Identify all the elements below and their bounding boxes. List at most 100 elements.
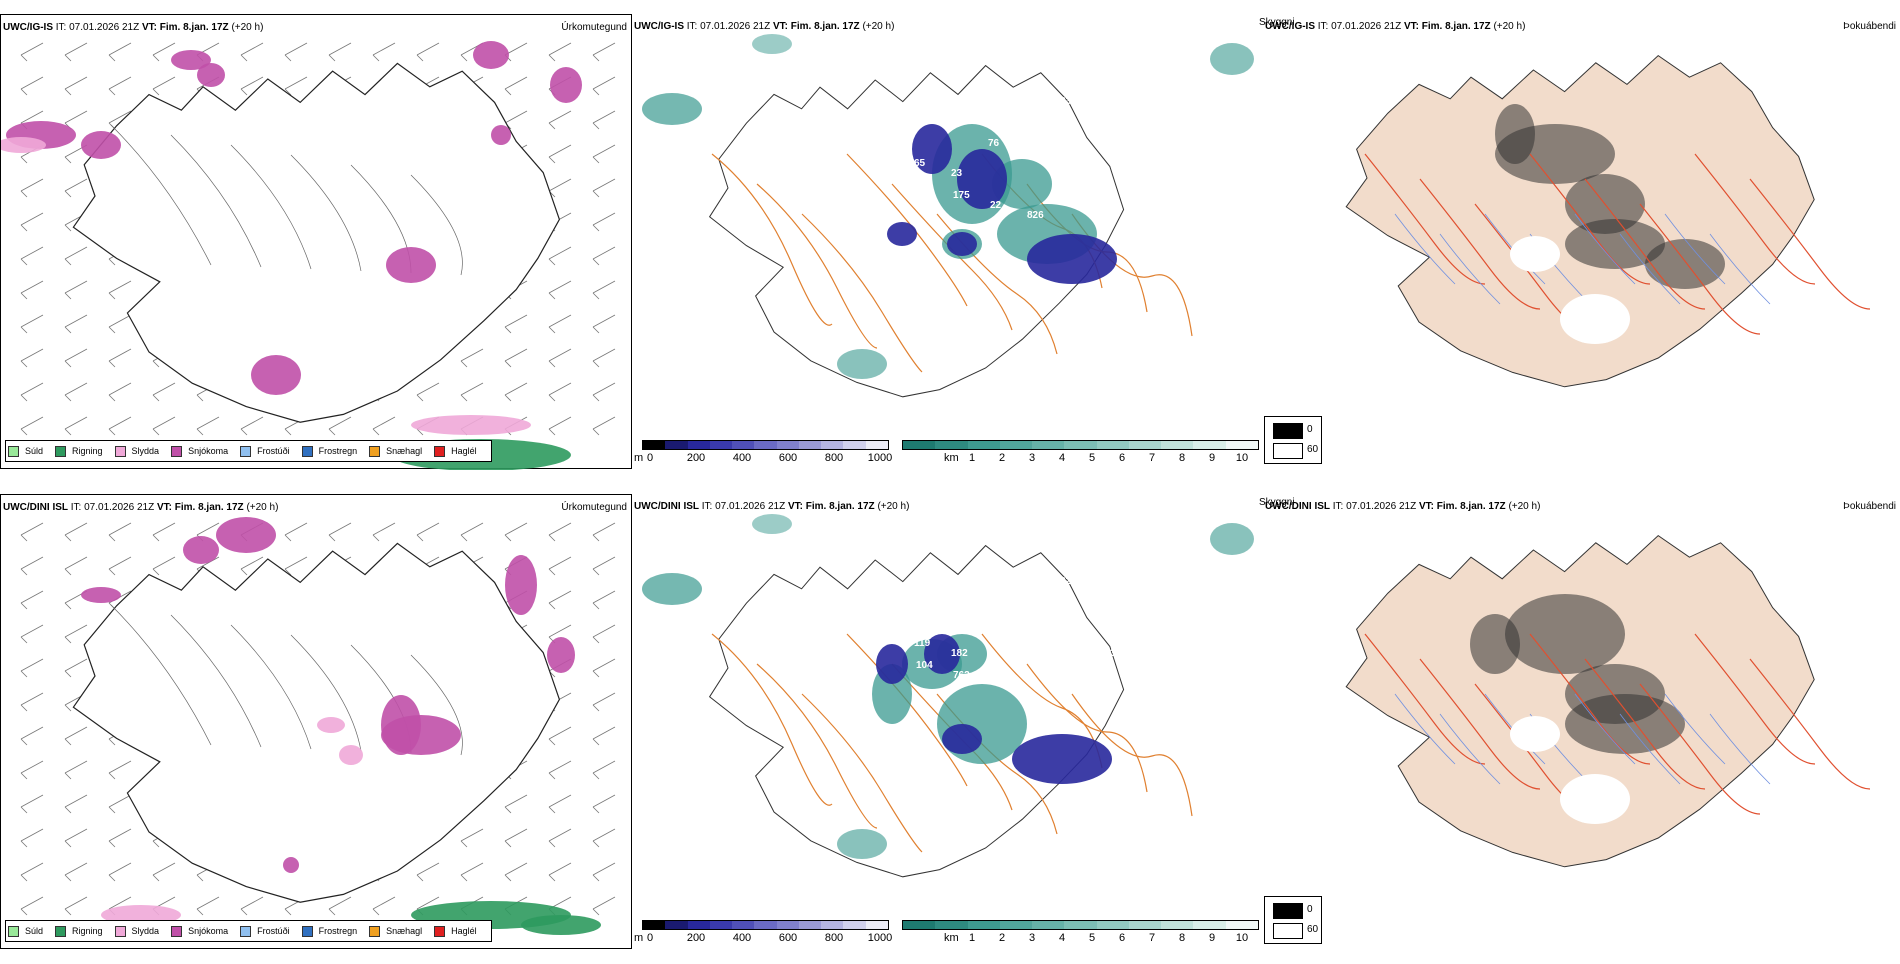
wind-barb [20,382,44,402]
km-scale-cell [1161,921,1194,929]
glacier-area [1560,294,1630,344]
legend-swatch [301,445,313,457]
km-scale-cell [1161,441,1194,449]
legend-item: Haglél [434,445,477,457]
wind-barb [108,314,132,334]
wind-barb [592,760,616,780]
wind-barb [240,556,264,576]
wind-barb [592,314,616,334]
fog-label: 60 [1307,444,1319,455]
wind-barb [108,794,132,814]
km-tick: 6 [1118,452,1126,464]
river-line [1709,713,1771,785]
wind-barb [328,522,352,542]
visibility-value-label: 79 [949,106,961,117]
wind-barb [548,522,572,542]
precip-legend: Súld Rigning Slydda Snjókoma Frostúði Frostre… [5,440,492,462]
height-tick: 600 [778,452,798,464]
wind-barb [284,42,308,62]
km-tick: 1 [968,932,976,944]
km-scale-strip [902,440,1259,450]
legend-swatch [8,925,19,937]
river-line [1394,693,1456,765]
vt-value: Fim. 8.jan. 17Z [790,21,860,32]
height-scale-cell [821,441,844,449]
road-line [1639,203,1761,335]
cloud-swatch-dark [1273,423,1303,439]
wind-barb [372,896,396,916]
panel-header: UWC/IG-IS IT: 07.01.2026 21Z VT: Fim. 8.… [1265,21,1525,32]
wind-barb [240,76,264,96]
wind-barb [152,416,176,436]
legend-swatch [171,925,183,937]
model-name: UWC/IG-IS [1265,21,1315,32]
legend-label: Rigning [72,926,103,936]
wind-barb [504,862,528,882]
river-line [1394,213,1456,285]
wind-barb [592,76,616,96]
road-line [1749,658,1871,790]
wind-barb [64,42,88,62]
wind-barb [20,280,44,300]
height-scale-cell [687,921,710,929]
it-value: 07.01.2026 21Z [84,502,155,513]
road-line [756,663,878,829]
wind-barb [284,76,308,96]
km-scale-cell [1064,921,1097,929]
km-scale-cell [1193,441,1226,449]
sleet-area [1,137,46,153]
fog-patch [837,349,887,379]
precip-legend: Súld Rigning Slydda Snjókoma Frostúði Frostre… [5,920,492,942]
legend-label: Frostúði [257,446,290,456]
wind-barb [20,178,44,198]
height-tick: 600 [778,932,798,944]
km-tick: 2 [998,932,1006,944]
road-line [801,693,923,853]
legend-item: Slydda [114,445,159,457]
fog-patch [1210,43,1254,75]
legend-item: Slydda [114,925,159,937]
wind-barb [592,416,616,436]
fog-dark-area [1505,594,1625,674]
wind-barb [64,794,88,814]
road-line [711,153,833,326]
visibility-scales: m 0 200 400 600 800 1000 km 1 2 3 4 5 6 7 8 9 10 [634,918,1264,946]
legend-swatch [434,445,446,457]
visibility-value-label: 75 [1025,628,1037,639]
km-tick: 8 [1178,452,1186,464]
road-line [1694,153,1816,285]
visibility-value-label: 65 [914,158,926,169]
iceland-outline [708,64,1125,398]
road-line [1584,658,1706,790]
wind-barb [548,246,572,266]
km-tick: 3 [1028,932,1036,944]
wind-barb [152,522,176,542]
wind-barb [592,246,616,266]
wind-barb [108,280,132,300]
km-scale-cell [1225,441,1258,449]
wind-barb [592,144,616,164]
cloud-label: 0 [1307,424,1313,435]
legend-label: Frostúði [257,926,290,936]
wind-barb [20,658,44,678]
road-line [1529,153,1651,285]
visibility-value-label: 965 [912,576,929,587]
iceland-outline [72,62,561,423]
km-scale-cell [1032,441,1065,449]
legend-item: Rigning [55,925,103,937]
wind-barb [592,624,616,644]
lead-time: (+20 h) [246,502,279,513]
dense-fog-area [1027,234,1117,284]
height-scale-cell [709,921,733,929]
road-line [230,624,312,750]
river-line [1439,713,1501,785]
km-tick: 9 [1208,932,1216,944]
wind-barb [20,416,44,436]
snow-area [216,517,276,553]
wind-barb [592,42,616,62]
panel-header: UWC/IG-IS IT: 07.01.2026 21Z VT: Fim. 8.… [3,22,263,33]
height-scale-cell [798,441,822,449]
height-scale-cell [843,441,866,449]
wind-barb [592,348,616,368]
model-name: UWC/DINI ISL [3,502,68,513]
